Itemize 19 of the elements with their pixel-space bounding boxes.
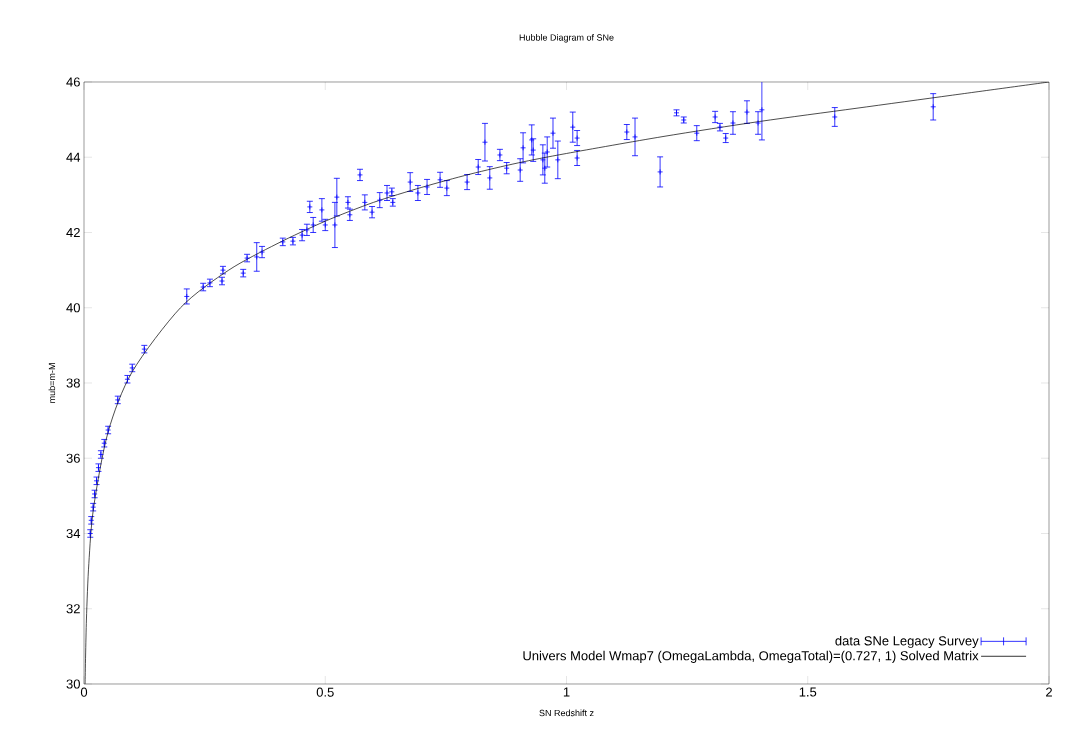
x-axis-title: SN Redshift z — [539, 709, 594, 717]
y-tick-label: 30 — [66, 679, 80, 689]
x-tick-label: 0 — [80, 687, 88, 697]
y-axis-title: mub=m-M — [48, 363, 56, 403]
x-tick-label: 2 — [1046, 687, 1052, 697]
legend-label: Univers Model Wmap7 (OmegaLambda, OmegaTotal)=(0.727, 1) Solved Matrix — [523, 650, 979, 663]
x-tick-label: 0.5 — [316, 687, 334, 697]
y-tick-label: 38 — [66, 378, 80, 388]
chart-title: Hubble Diagram of SNe — [519, 34, 614, 43]
y-tick-label: 42 — [66, 227, 80, 238]
x-tick-label: 1.5 — [799, 687, 817, 697]
y-tick-label: 40 — [66, 303, 80, 313]
x-tick-label: 1 — [563, 687, 570, 697]
y-tick-label: 36 — [66, 453, 80, 463]
y-tick-label: 34 — [66, 528, 81, 539]
y-tick-label: 46 — [66, 77, 80, 87]
y-tick-label: 44 — [66, 152, 81, 162]
y-tick-label: 32 — [66, 604, 80, 614]
legend-label: data SNe Legacy Survey — [835, 635, 979, 648]
